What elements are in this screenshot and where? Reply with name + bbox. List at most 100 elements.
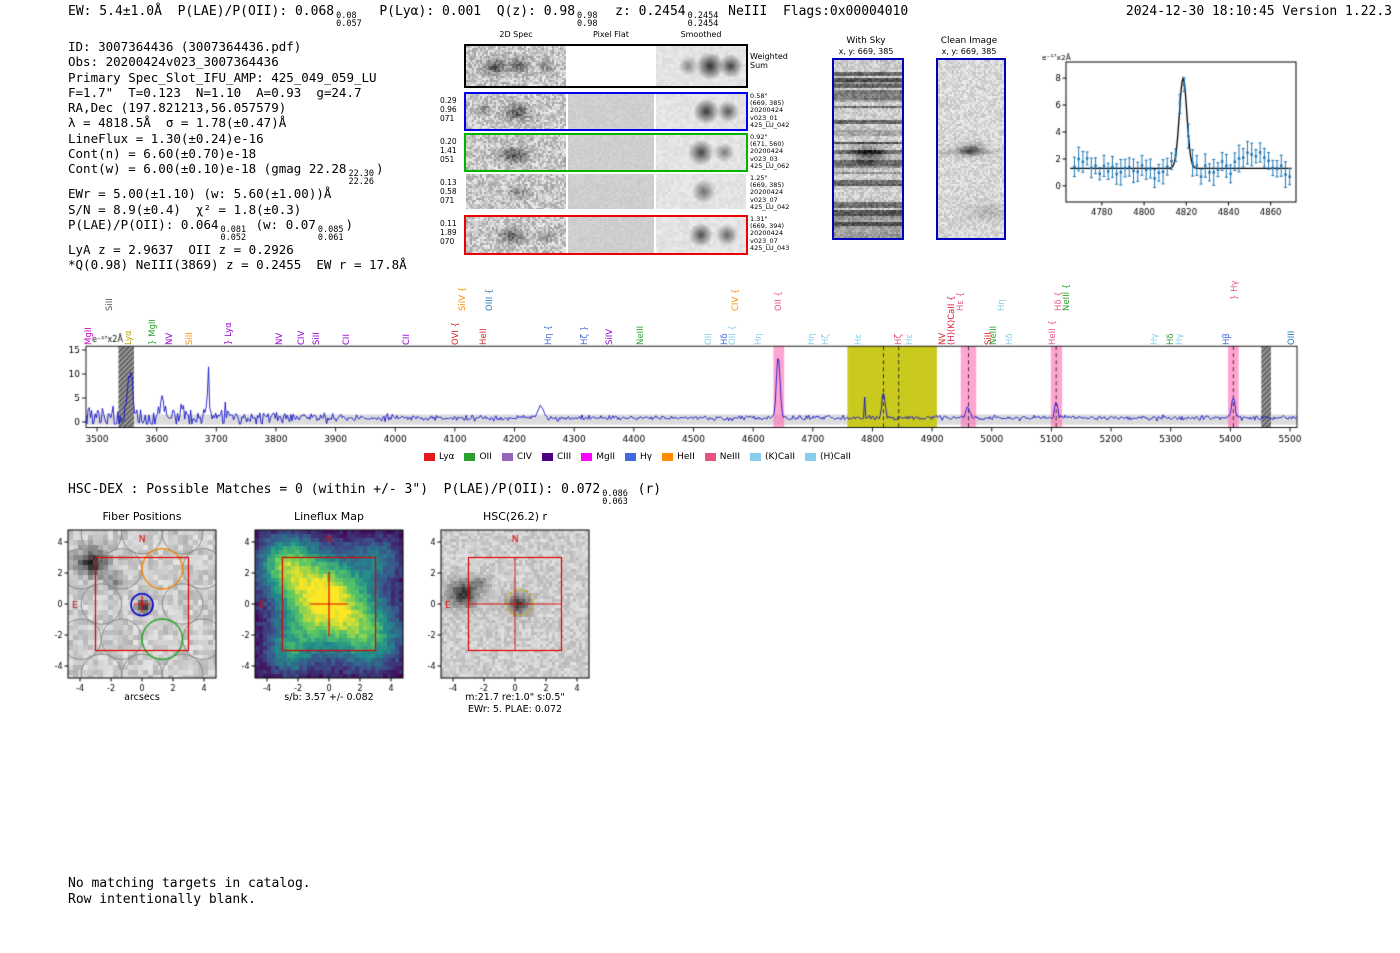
legend-swatch-icon [662, 453, 674, 461]
line-label: OII [704, 333, 714, 345]
line-label: Hβ [1221, 333, 1232, 345]
info-line: ID: 3007364436 (3007364436.pdf) [68, 39, 407, 54]
text-segment: ID: 3007364436 (3007364436.pdf) [68, 39, 302, 54]
header-summary: EW: 5.4±1.0Å P(LAE)/P(OII): 0.068 0.08 0.0… [68, 4, 908, 28]
hsc-dex-summary: HSC-DEX : Possible Matches = 0 (within +… [68, 482, 661, 506]
text-segment: LineFlux = 1.30(±0.24)e-16 [68, 130, 264, 146]
sup-sub-value: 0.2454 0.2454 [688, 12, 719, 29]
2dspec-strip-row4 [466, 217, 566, 253]
info-line: F=1.7" T=0.123 N=1.10 A=0.93 g=24.7 [68, 85, 407, 100]
info-line: LineFlux = 1.30(±0.24)e-16 [68, 131, 407, 146]
line-label: Lyα [123, 330, 134, 345]
line-label: Hγ [1175, 333, 1186, 345]
cutout-row-2-annotation: 0.92" (671, 560) 20200424 v023_03 425_LU… [750, 133, 790, 170]
decorative-element: 0.081 [220, 224, 247, 235]
fiber-positions-image [46, 524, 228, 702]
cutout-row-1-annotation: 0.58" (669, 385) 20200424 v023_01 425_LU… [750, 92, 790, 129]
info-line: RA,Dec (197.821213,56.057579) [68, 100, 407, 115]
cutout-row-2-weights: 0.20 1.41 051 [440, 137, 457, 164]
decorative-element: 0.98 [577, 19, 598, 29]
legend-swatch-icon [805, 453, 817, 461]
legend-item: (K)CaII [749, 452, 795, 462]
line-label: Hε [905, 334, 916, 345]
clean-image-title: Clean Image [940, 36, 998, 46]
sup-sub-value: 22.30 22.26 [348, 169, 375, 188]
cutout-row-3-weights: 0.13 0.58 071 [440, 178, 457, 205]
sup-sub-value: 0.08 0.057 [336, 11, 362, 29]
fiber-caption: arcsecs [124, 692, 160, 703]
decorative-element: 0.086 [602, 489, 628, 499]
line-label: NeIII { [1061, 283, 1072, 311]
line-label: Hη [806, 333, 817, 345]
sup-sub-value: 0.085 0.061 [318, 226, 344, 243]
line-label: Hε [853, 334, 864, 345]
with-sky-title: With Sky [846, 36, 886, 46]
cutout-row-0 [464, 44, 748, 88]
line-label: } MgII [148, 319, 159, 345]
text-segment: Primary Spec_Slot_IFU_AMP: 425_049_059_L… [68, 69, 377, 85]
text-segment: LyA z = 2.9637 OII z = 0.2926 [68, 241, 294, 257]
cutout-row-4 [464, 215, 748, 255]
info-line: Cont(n) = 6.60(±0.70)e-18 [68, 146, 407, 161]
line-label: Hη [754, 333, 765, 345]
text-segment: EWr = 5.00(±1.10) (w: 5.60(±1.00))Å [68, 186, 332, 202]
line-label: Hδ [1005, 333, 1016, 345]
legend-item: HeII [662, 452, 695, 462]
legend-label: OII [479, 452, 492, 462]
line-label: SiII [312, 332, 323, 345]
pixelflat-strip-row1 [568, 94, 654, 129]
text-segment: Cont(n) = 6.60(±0.70)e-18 [68, 146, 257, 162]
cutout-row-0-annotation: Weighted Sum [750, 52, 788, 70]
hsc-caption: m:21.7 re:1.0" s:0.5" [465, 692, 565, 703]
info-line: EWr = 5.00(±1.10) (w: 5.60(±1.00))Å [68, 186, 407, 201]
line-label: OII { [773, 291, 784, 311]
2dspec-strip-row0 [466, 46, 566, 86]
clean-image-coords: x, y: 669, 385 [941, 47, 997, 56]
line-label: HeII { [1047, 320, 1058, 345]
line-label: HeII [479, 328, 490, 345]
legend-label: CIV [516, 452, 532, 462]
line-label: CIV { [731, 288, 742, 311]
text-segment: (w: 0.07 [248, 216, 316, 232]
cutout-row-4-weights: 0.11 1.89 070 [440, 219, 457, 246]
footer-line-1: No matching targets in catalog. [68, 876, 311, 891]
text-segment: z: 0.2454 [599, 4, 686, 19]
with-sky-image [832, 58, 904, 240]
legend-swatch-icon [424, 453, 435, 461]
line-label: CIV [296, 330, 307, 345]
legend-label: Hγ [640, 452, 653, 462]
cutout-row-1 [464, 92, 748, 131]
footer-line-2: Row intentionally blank. [68, 892, 256, 907]
line-label: SiII [185, 332, 196, 345]
line-label: OII { [727, 325, 738, 345]
text-segment: Cont(w) = 6.00(±0.10)e-18 (gmag 22.28 [68, 161, 347, 177]
legend-item: MgII [581, 452, 615, 462]
legend-swatch-icon [464, 453, 476, 461]
info-line: Cont(w) = 6.00(±0.10)e-18 (gmag 22.28 22.… [68, 161, 407, 186]
2dspec-strip-row1 [466, 94, 566, 129]
text-segment: λ = 4818.5Å σ = 1.78(±0.47)Å [68, 115, 287, 131]
pixelflat-strip-row3 [568, 174, 654, 209]
text-segment: ) [345, 216, 353, 232]
text-segment: F=1.7" T=0.123 N=1.10 A=0.93 g=24.7 [68, 84, 362, 100]
text-segment: P(Lyα): 0.001 Q(z): 0.98 [363, 4, 576, 19]
col-header-smoothed: Smoothed [680, 30, 722, 39]
cutout-row-3-annotation: 1.25" (669, 385) 20200424 v023_07 425_LU… [750, 174, 790, 211]
decorative-element: 22.30 [348, 169, 375, 180]
info-line: *Q(0.98) NeIII(3869) z = 0.2455 EW r = 1… [68, 257, 407, 272]
decorative-element: 22.26 [348, 177, 375, 188]
line-label: SiIV { [457, 286, 468, 311]
lineflux-map-title: Lineflux Map [293, 510, 365, 523]
lineflux-caption: s/b: 3.57 +/- 0.082 [284, 692, 374, 703]
sup-sub-value: 0.081 0.052 [220, 224, 247, 243]
cutout-row-2 [464, 133, 748, 172]
main-spectrum-plot [64, 330, 1314, 472]
legend-label: HeII [677, 452, 695, 462]
line-label: Hζ [820, 333, 831, 345]
text-segment: ) [376, 161, 384, 177]
info-line: LyA z = 2.9637 OII z = 0.2926 [68, 242, 407, 257]
line-label: OVI { [451, 322, 462, 345]
smoothed-strip-row3 [656, 174, 746, 209]
decorative-element: 0.08 [336, 11, 357, 21]
